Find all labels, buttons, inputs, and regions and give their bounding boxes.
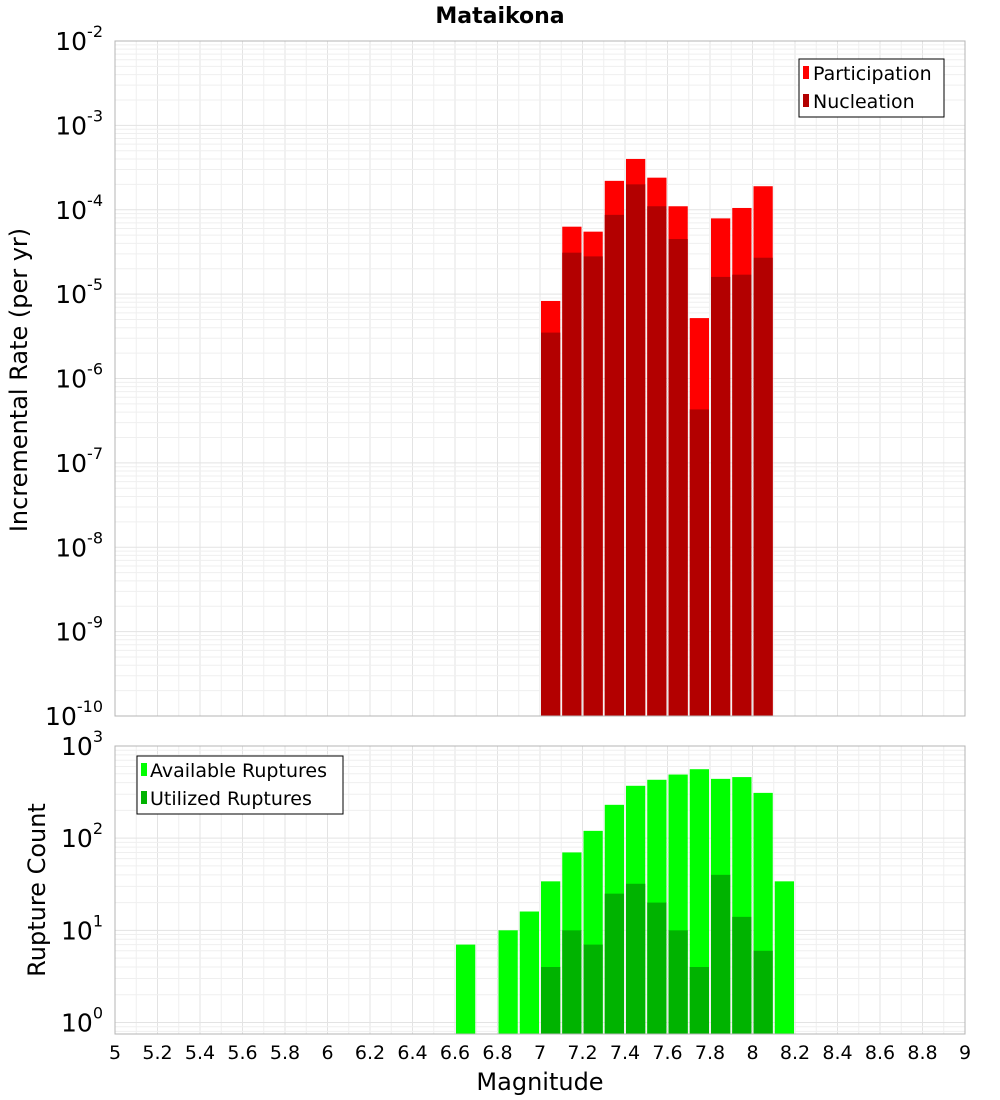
- bottom-bar-s0-2: [519, 911, 539, 1034]
- legend-label-available: Available Ruptures: [150, 760, 327, 782]
- top-y-tick-1: 10-9: [55, 613, 103, 647]
- x-tick-9: 6.8: [482, 1042, 512, 1064]
- top-bar-s1-0: [541, 332, 561, 716]
- bottom-y-tick-2: 102: [61, 819, 103, 853]
- bottom-bar-s0-14: [774, 881, 794, 1034]
- x-ticks: 5 5.2 5.4 5.6 5.8 6 6.2 6.4 6.6 6.8 7 7.2 7.4 7.6 7.8 8…: [109, 1042, 971, 1064]
- svg-text:102: 102: [61, 819, 103, 853]
- x-tick-20: 9: [959, 1042, 971, 1064]
- top-y-tick-4: 10-6: [55, 360, 103, 394]
- svg-text:10-5: 10-5: [55, 275, 103, 309]
- bottom-bar-s1-4: [626, 883, 646, 1034]
- top-bar-s1-9: [732, 274, 752, 716]
- bottom-bar-s1-7: [689, 966, 709, 1034]
- top-legend: Participation Nucleation: [798, 58, 945, 118]
- x-tick-5: 6: [321, 1042, 333, 1064]
- legend-swatch-utilized: [141, 791, 147, 804]
- bottom-legend: Available Ruptures Utilized Ruptures: [136, 755, 344, 815]
- x-tick-2: 5.4: [185, 1042, 215, 1064]
- top-bar-s1-7: [689, 409, 709, 716]
- svg-text:10-8: 10-8: [55, 528, 103, 562]
- svg-text:10-4: 10-4: [55, 191, 103, 225]
- legend-label-participation: Participation: [813, 63, 932, 85]
- top-y-axis-label: Incremental Rate (per yr): [5, 228, 33, 532]
- bottom-bar-s1-10: [753, 950, 773, 1034]
- x-tick-16: 8.2: [780, 1042, 810, 1064]
- x-tick-4: 5.8: [270, 1042, 300, 1064]
- top-bar-s1-6: [668, 239, 688, 716]
- bottom-bar-s1-6: [668, 930, 688, 1034]
- x-tick-12: 7.4: [610, 1042, 640, 1064]
- top-bar-s1-10: [753, 257, 773, 716]
- bottom-bar-s1-8: [711, 874, 731, 1034]
- x-tick-13: 7.6: [652, 1042, 682, 1064]
- svg-text:10-7: 10-7: [55, 444, 103, 478]
- bottom-bar-s1-0: [541, 966, 561, 1034]
- rupture-count-panel: 100 101 102 103 5 5.2 5.4 5.6 5.8 6 6.2 6.4 6.6 6.8 7…: [23, 727, 971, 1096]
- top-bar-s1-1: [562, 252, 582, 716]
- top-bars: [541, 158, 773, 717]
- svg-text:103: 103: [61, 727, 103, 761]
- top-y-tick-8: 10-2: [55, 22, 103, 56]
- x-tick-3: 5.6: [227, 1042, 257, 1064]
- top-y-tick-0: 10-10: [45, 697, 103, 731]
- bottom-y-tick-1: 101: [61, 911, 103, 945]
- legend-label-utilized: Utilized Ruptures: [150, 788, 312, 810]
- top-y-tick-5: 10-5: [55, 275, 103, 309]
- legend-swatch-nucleation: [803, 94, 809, 107]
- bottom-bar-s1-1: [562, 930, 582, 1034]
- bottom-y-tick-0: 100: [61, 1003, 103, 1037]
- top-bar-s1-3: [604, 214, 624, 716]
- x-tick-19: 8.8: [907, 1042, 937, 1064]
- top-y-ticks: 10-10 10-9 10-8 10-7 10-6 10-5 10-4 10-3 10-2: [45, 22, 103, 731]
- bottom-bar-s1-9: [732, 916, 752, 1034]
- x-tick-8: 6.6: [440, 1042, 470, 1064]
- x-tick-15: 8: [746, 1042, 758, 1064]
- x-tick-11: 7.2: [567, 1042, 597, 1064]
- svg-text:10-2: 10-2: [55, 22, 103, 56]
- svg-text:10-3: 10-3: [55, 106, 103, 140]
- svg-text:10-9: 10-9: [55, 613, 103, 647]
- bottom-y-axis-label: Rupture Count: [23, 803, 51, 977]
- x-tick-7: 6.4: [397, 1042, 427, 1064]
- top-bar-s1-2: [583, 256, 603, 716]
- bottom-bar-s0-0: [456, 944, 476, 1034]
- top-grid: [114, 40, 966, 717]
- x-tick-0: 5: [109, 1042, 121, 1064]
- top-bar-s1-5: [647, 206, 667, 716]
- x-tick-17: 8.4: [822, 1042, 852, 1064]
- top-y-tick-2: 10-8: [55, 528, 103, 562]
- x-axis-label: Magnitude: [476, 1068, 603, 1096]
- top-bar-s1-8: [711, 276, 731, 716]
- chart-title: Mataikona: [435, 4, 564, 29]
- x-tick-1: 5.2: [142, 1042, 172, 1064]
- top-bar-s1-4: [626, 184, 646, 717]
- top-y-tick-3: 10-7: [55, 444, 103, 478]
- bottom-y-ticks: 100 101 102 103: [61, 727, 103, 1037]
- bottom-bar-s1-3: [604, 893, 624, 1034]
- svg-text:100: 100: [61, 1003, 103, 1037]
- bottom-y-tick-3: 103: [61, 727, 103, 761]
- bottom-bar-s1-5: [647, 902, 667, 1034]
- x-tick-18: 8.6: [865, 1042, 895, 1064]
- bottom-bar-s0-1: [498, 930, 518, 1034]
- top-y-tick-7: 10-3: [55, 106, 103, 140]
- legend-label-nucleation: Nucleation: [813, 91, 915, 113]
- participation-nucleation-panel: 10-10 10-9 10-8 10-7 10-6 10-5 10-4 10-3 10-2 Ma…: [5, 4, 966, 731]
- top-y-tick-6: 10-4: [55, 191, 103, 225]
- legend-swatch-participation: [803, 66, 809, 79]
- x-tick-10: 7: [534, 1042, 546, 1064]
- bottom-bar-s1-2: [583, 944, 603, 1034]
- svg-text:10-6: 10-6: [55, 360, 103, 394]
- x-tick-6: 6.2: [355, 1042, 385, 1064]
- bottom-bars: [456, 769, 794, 1034]
- legend-swatch-available: [141, 763, 147, 776]
- svg-text:101: 101: [61, 911, 103, 945]
- svg-text:10-10: 10-10: [45, 697, 103, 731]
- x-tick-14: 7.8: [695, 1042, 725, 1064]
